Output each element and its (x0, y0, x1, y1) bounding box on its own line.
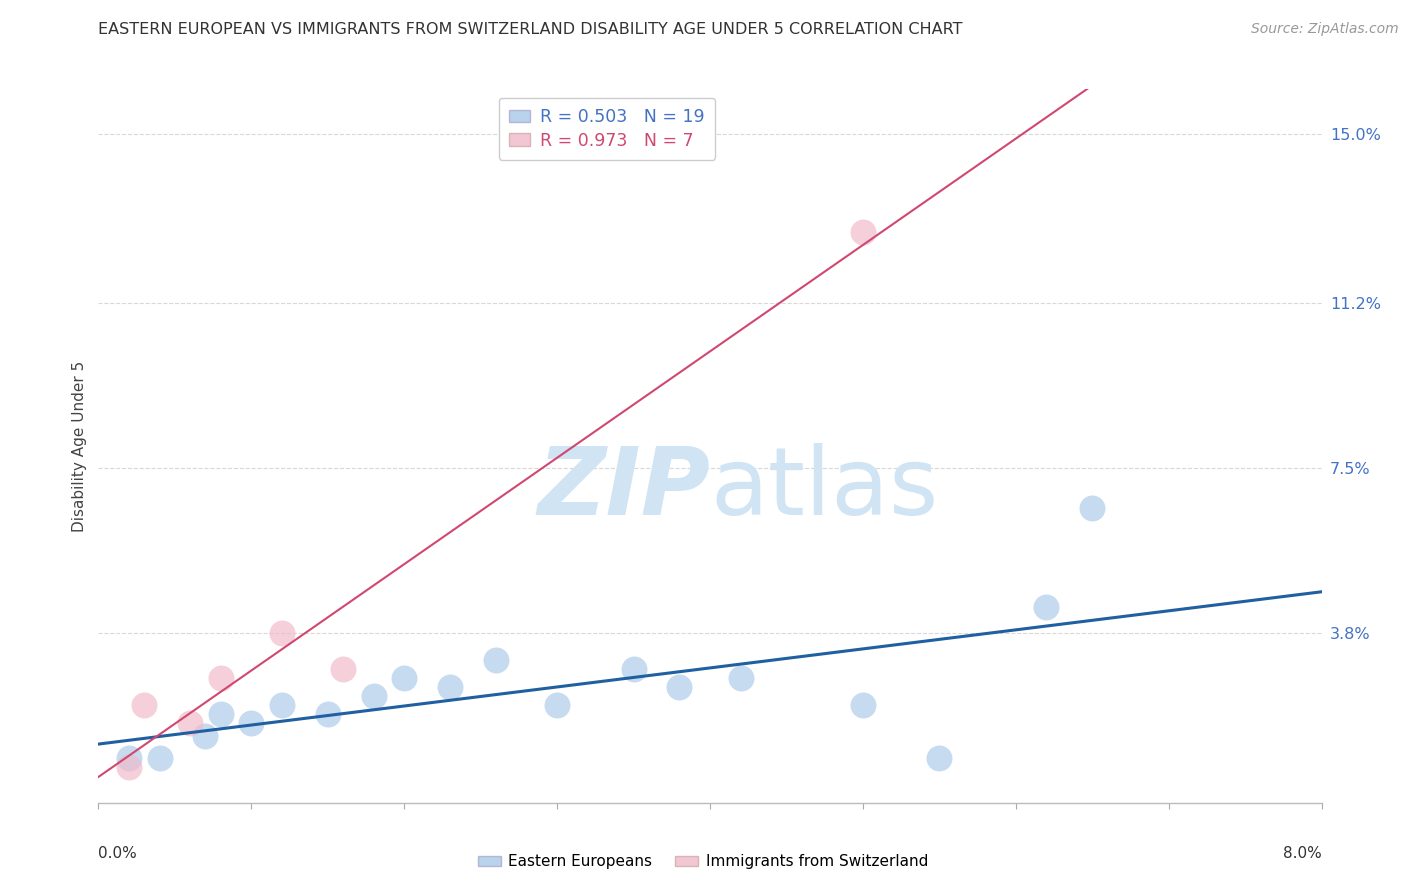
Point (363, 689, 385, 703)
Point (194, 729, 217, 743)
Point (546, 698, 568, 712)
Point (392, 671, 416, 685)
Point (928, 751, 950, 765)
Point (852, 225, 875, 239)
Text: 0.0%: 0.0% (98, 846, 138, 861)
Point (730, 671, 752, 685)
Point (149, 751, 172, 765)
Text: atlas: atlas (710, 442, 938, 535)
Text: EASTERN EUROPEAN VS IMMIGRANTS FROM SWITZERLAND DISABILITY AGE UNDER 5 CORRELATI: EASTERN EUROPEAN VS IMMIGRANTS FROM SWIT… (98, 22, 963, 37)
Point (485, 653, 508, 667)
Point (332, 662, 354, 676)
Point (134, 698, 156, 712)
Point (240, 715, 263, 730)
Legend: R = 0.503   N = 19, R = 0.973   N = 7: R = 0.503 N = 19, R = 0.973 N = 7 (499, 98, 716, 160)
Point (118, 751, 141, 765)
Text: ZIP: ZIP (537, 442, 710, 535)
Point (1081, 501, 1104, 516)
Point (852, 698, 875, 712)
Text: Source: ZipAtlas.com: Source: ZipAtlas.com (1251, 22, 1399, 37)
Point (179, 715, 201, 730)
Text: 8.0%: 8.0% (1282, 846, 1322, 861)
Point (623, 662, 645, 676)
Legend: Eastern Europeans, Immigrants from Switzerland: Eastern Europeans, Immigrants from Switz… (471, 848, 935, 875)
Point (270, 626, 294, 640)
Point (209, 671, 232, 685)
Point (439, 680, 461, 694)
Point (316, 706, 339, 721)
Y-axis label: Disability Age Under 5: Disability Age Under 5 (72, 360, 87, 532)
Point (209, 706, 232, 721)
Point (1035, 599, 1057, 614)
Point (668, 680, 690, 694)
Point (118, 760, 141, 774)
Point (270, 698, 294, 712)
